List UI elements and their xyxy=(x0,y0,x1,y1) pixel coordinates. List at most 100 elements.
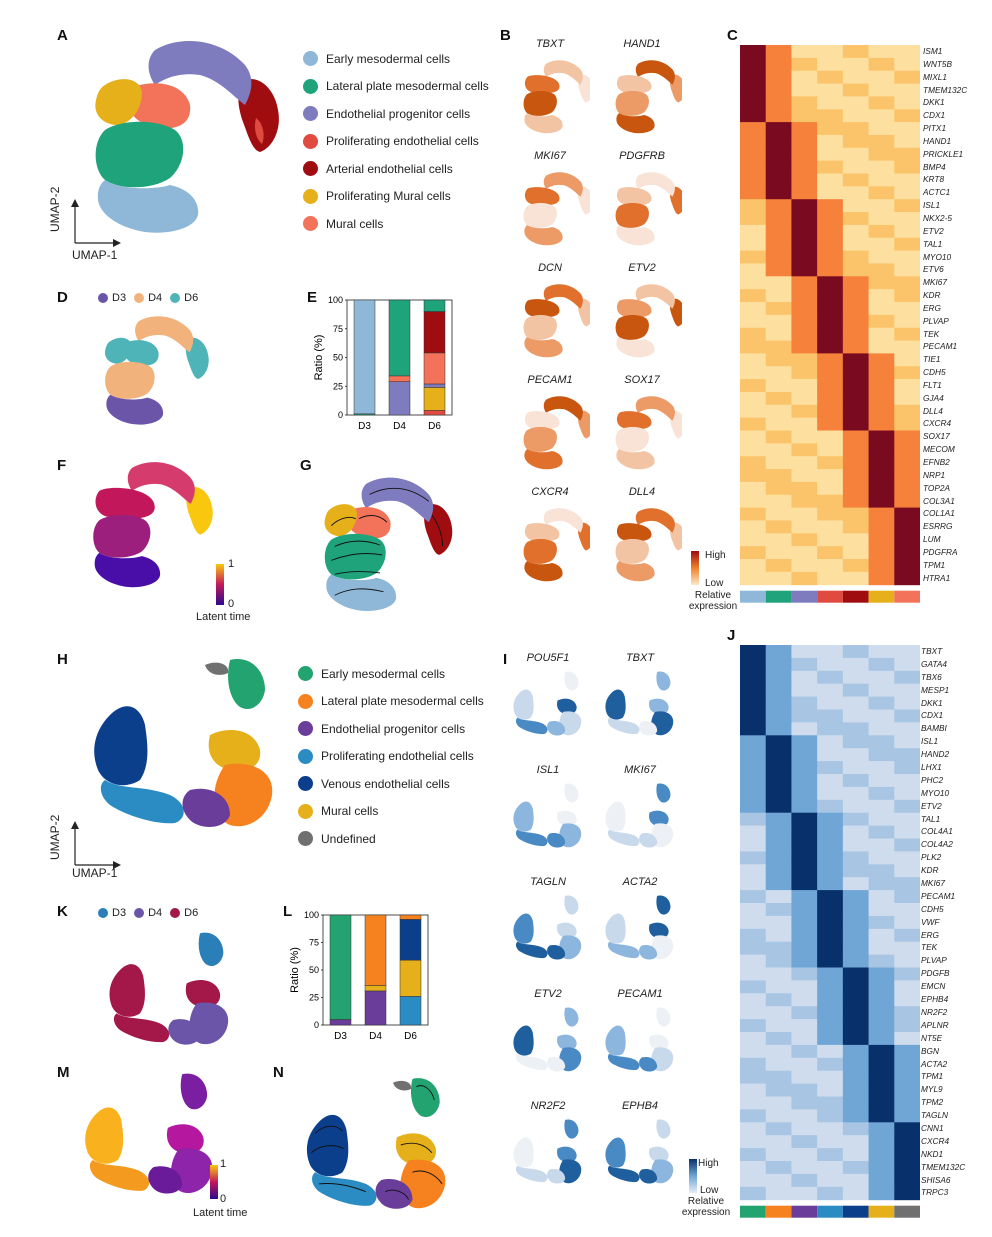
feature-region xyxy=(557,810,577,827)
heatmap-cell xyxy=(740,366,767,380)
feature-region xyxy=(615,90,649,116)
heatmap-cell xyxy=(740,57,767,72)
y-tick-label: 25 xyxy=(333,381,343,391)
feature-region xyxy=(615,426,649,452)
heatmap-cell xyxy=(791,1044,818,1059)
heatmap-cell xyxy=(894,289,920,303)
heatmap-gene-label: ESRRG xyxy=(923,521,953,532)
feature-region xyxy=(656,1119,671,1139)
feature-region xyxy=(523,202,557,228)
heatmap-cell xyxy=(740,533,767,547)
heatmap-cell xyxy=(765,1083,792,1097)
panel-label-a: A xyxy=(57,27,68,44)
heatmap-cell xyxy=(791,683,818,698)
feature-plot xyxy=(605,671,674,736)
heatmap-cell xyxy=(740,391,767,406)
cluster-color-bar xyxy=(740,590,766,603)
gene-label: HAND1 xyxy=(623,38,661,50)
heatmap-gene-label: ERG xyxy=(921,929,939,940)
heatmap-gene-label: COL4A2 xyxy=(921,839,953,850)
heatmap-cell xyxy=(817,1135,844,1149)
feature-region xyxy=(547,1168,566,1184)
panel-label-j: J xyxy=(727,627,736,644)
feature-plot xyxy=(523,508,590,582)
heatmap-cell xyxy=(791,735,818,749)
heatmap-cell xyxy=(740,825,767,839)
legend-label: Early mesodermal cells xyxy=(321,666,446,681)
heatmap-cell xyxy=(894,481,920,496)
feature-region xyxy=(616,75,652,94)
heatmap-cell xyxy=(868,1057,895,1072)
heatmap-cell xyxy=(842,1032,870,1046)
heatmap-cell xyxy=(791,1161,818,1175)
heatmap-gene-label: DLL4 xyxy=(923,405,943,416)
cluster-color-bar xyxy=(894,590,920,603)
x-tick-label: D3 xyxy=(358,421,371,432)
feature-region xyxy=(656,671,671,691)
gene-label: MKI67 xyxy=(534,150,566,162)
feature-region xyxy=(513,1025,534,1056)
heatmap-cell xyxy=(894,1070,920,1085)
heatmap-cell xyxy=(740,520,767,534)
heatmap-gene-label: TRPC3 xyxy=(921,1187,949,1198)
legend-item: Lateral plate mesodermal cells xyxy=(303,73,489,101)
heatmap-cell xyxy=(791,494,818,509)
feature-region xyxy=(523,314,557,340)
heatmap-cell xyxy=(868,212,895,226)
heatmap-cell xyxy=(765,1161,792,1175)
feature-region xyxy=(515,941,548,959)
heatmap-cell xyxy=(765,670,792,685)
heatmap-cell xyxy=(765,838,792,852)
feature-plot xyxy=(513,895,582,960)
heatmap-cell xyxy=(868,250,895,264)
cluster-legend-top: Early mesodermal cells Lateral plate mes… xyxy=(303,45,489,238)
heatmap-gene-label: GJA4 xyxy=(923,392,944,403)
heatmap-cell xyxy=(765,722,792,736)
heatmap-gene-label: CDH5 xyxy=(923,367,946,378)
heatmap-cell xyxy=(740,559,767,573)
heatmap-cell xyxy=(765,186,792,200)
legend-label: Mural cells xyxy=(326,216,384,231)
bar-segment xyxy=(399,959,422,997)
heatmap-cell xyxy=(817,263,844,277)
heatmap-cell xyxy=(868,109,895,123)
heatmap-cell xyxy=(868,327,895,342)
heatmap-gene-label: PHC2 xyxy=(921,774,944,785)
latent-max-m: 1 xyxy=(220,1158,227,1170)
cluster-color-bar xyxy=(765,1205,792,1218)
heatmap-cell xyxy=(791,520,818,534)
heatmap-gene-label: ISM1 xyxy=(923,46,943,56)
day-legend-k: D3 D4 D6 xyxy=(98,907,198,919)
heatmap-gene-label: KRT8 xyxy=(923,174,945,185)
heatmap-cell xyxy=(740,109,767,123)
heatmap-cell xyxy=(765,45,792,59)
heatmap-cell xyxy=(791,954,818,968)
feature-region xyxy=(524,561,563,582)
heatmap-cell xyxy=(817,70,844,85)
heatmap-cell xyxy=(740,645,767,659)
heatmap-cell xyxy=(740,481,767,496)
day-label: D6 xyxy=(184,292,199,304)
heatmap-cell xyxy=(817,186,844,200)
expression-colorbar-red xyxy=(691,551,699,585)
heatmap-cell xyxy=(817,877,844,891)
cluster-endothelial-progenitor xyxy=(148,41,252,105)
heatmap-cell xyxy=(791,864,818,878)
heatmap-cell xyxy=(765,70,792,85)
heatmap-cell xyxy=(817,1032,844,1046)
latent-title: Latent time xyxy=(196,611,251,623)
heatmap-cell xyxy=(868,851,895,865)
feature-region xyxy=(513,1137,534,1168)
heatmap-cell xyxy=(791,481,818,496)
heatmap-cell xyxy=(765,980,792,994)
heatmap-cell xyxy=(817,212,844,226)
heatmap-cell xyxy=(894,877,920,891)
heatmap-cell xyxy=(817,1161,844,1175)
heatmap-cell xyxy=(817,1006,844,1020)
heatmap-cell xyxy=(765,903,792,917)
heatmap-cell xyxy=(894,430,920,444)
panel-label-d: D xyxy=(57,289,68,306)
heatmap-cell xyxy=(817,276,844,290)
heatmap-cell xyxy=(791,147,818,162)
heatmap-cell xyxy=(842,250,870,264)
